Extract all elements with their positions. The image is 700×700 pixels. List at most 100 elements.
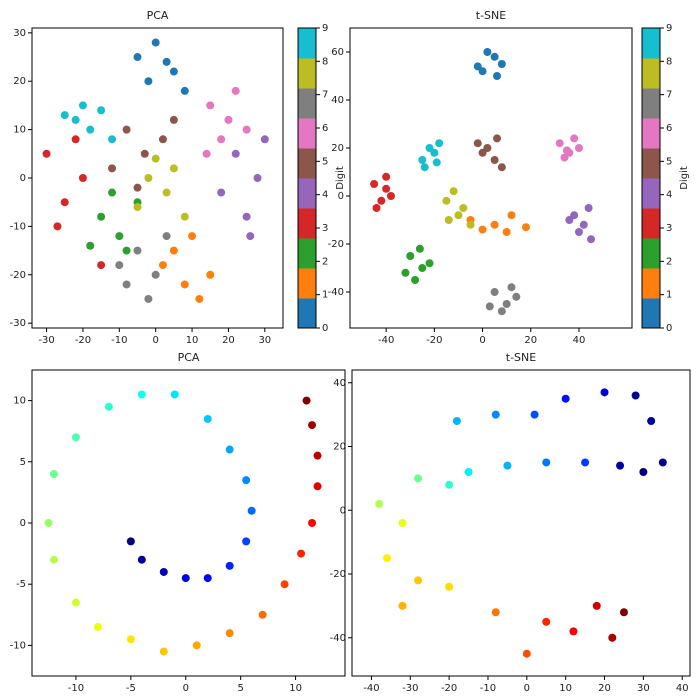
y-tick-label: 30: [13, 28, 26, 39]
point: [432, 158, 441, 167]
x-tick-label: 10: [289, 683, 302, 694]
x-tick-label: 0: [183, 683, 189, 694]
point: [435, 139, 444, 148]
point: [592, 601, 601, 610]
point: [247, 506, 256, 515]
point: [308, 519, 317, 527]
colorbar-frame: [297, 27, 317, 329]
point: [561, 394, 570, 403]
colorbar-tick-label: 6: [666, 123, 672, 134]
point: [425, 259, 434, 268]
point: [71, 598, 80, 607]
point: [579, 220, 588, 229]
x-tick-label: 10: [186, 335, 199, 346]
point: [246, 232, 255, 241]
point: [169, 115, 178, 124]
point: [162, 232, 171, 241]
point: [169, 67, 178, 76]
colorbar-label: Digit: [335, 166, 346, 190]
point: [574, 144, 583, 152]
point: [115, 261, 124, 270]
colorbar-tick-label: 9: [322, 23, 328, 34]
point: [418, 156, 427, 164]
point: [569, 627, 578, 636]
colorbar-tick-label: 2: [322, 256, 328, 267]
y-tick-label: 0: [338, 191, 344, 202]
point: [493, 134, 502, 143]
point: [126, 635, 135, 644]
point: [493, 72, 502, 80]
point: [414, 474, 423, 483]
point: [375, 499, 384, 508]
point: [108, 188, 117, 197]
y-tick-label: 10: [13, 396, 26, 407]
chart-title: t-SNE: [506, 351, 536, 364]
y-tick-label: 20: [333, 442, 346, 453]
colorbar-tick-label: 7: [666, 90, 672, 101]
point: [473, 139, 482, 148]
point: [231, 149, 240, 158]
point: [565, 216, 574, 224]
point: [133, 246, 142, 255]
axes-frame: [31, 369, 346, 677]
point: [497, 163, 506, 172]
point: [542, 458, 551, 467]
point: [398, 601, 407, 610]
y-tick-label: -20: [10, 270, 26, 281]
point: [158, 261, 167, 270]
colorbar-frame: [641, 27, 661, 329]
point: [71, 135, 80, 144]
point: [639, 468, 648, 476]
point: [231, 86, 240, 95]
y-tick-label: 0: [20, 518, 26, 529]
colorbar-tick-label: 6: [322, 123, 328, 134]
point: [140, 149, 149, 158]
point: [608, 633, 617, 642]
point: [192, 641, 201, 650]
point: [631, 391, 640, 400]
point: [587, 235, 596, 244]
point: [616, 461, 625, 470]
point: [144, 294, 153, 303]
point: [133, 53, 142, 62]
point: [203, 574, 212, 583]
point: [444, 216, 453, 224]
point: [485, 302, 494, 311]
x-tick-label: 0: [152, 335, 158, 346]
colorbar-tick-label: 5: [322, 156, 328, 167]
point: [370, 180, 379, 188]
y-tick-label: -30: [10, 318, 26, 329]
x-tick-label: 0: [479, 335, 485, 346]
colorbar-segment: [298, 148, 316, 179]
x-tick-label: 20: [598, 683, 611, 694]
x-tick-label: -5: [126, 683, 136, 694]
point: [308, 421, 317, 430]
point: [507, 211, 516, 220]
point: [42, 149, 51, 158]
point: [560, 153, 569, 162]
point: [658, 458, 667, 467]
point: [122, 125, 131, 134]
point: [483, 48, 492, 56]
y-tick-label: -10: [10, 221, 26, 232]
y-tick-label: 40: [333, 378, 346, 389]
point: [169, 164, 178, 173]
point: [162, 188, 171, 197]
point: [181, 574, 190, 583]
point: [170, 390, 179, 399]
point: [418, 264, 427, 272]
colorbar-segment: [642, 28, 660, 59]
point: [97, 261, 106, 270]
point: [372, 204, 381, 212]
point: [108, 135, 117, 144]
x-tick-label: -30: [38, 335, 54, 346]
point: [445, 480, 454, 489]
point: [386, 192, 395, 200]
point: [497, 60, 506, 68]
point: [97, 212, 106, 221]
point: [242, 125, 251, 134]
point: [313, 482, 322, 491]
point: [452, 417, 461, 425]
point: [406, 252, 415, 260]
colorbar-tick-label: 8: [322, 56, 328, 67]
